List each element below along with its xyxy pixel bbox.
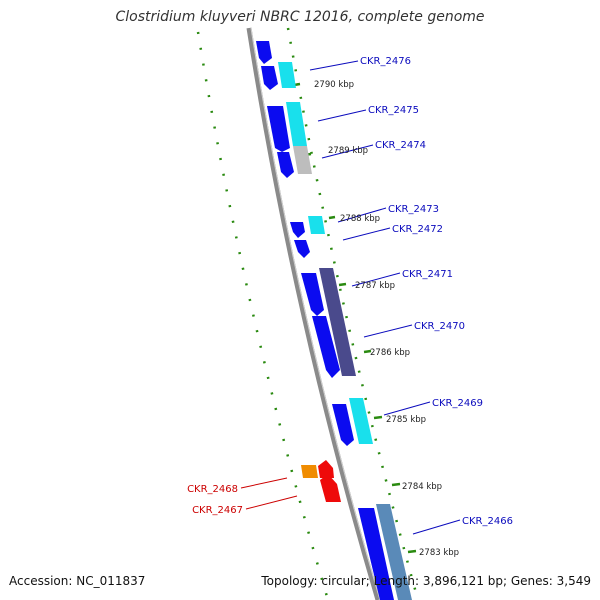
- gene-CKR_2473[interactable]: [290, 222, 305, 238]
- gene-CKR_2476[interactable]: [261, 66, 278, 90]
- cds-track-minus: [301, 460, 341, 502]
- kbp-label: 2789 kbp: [328, 146, 368, 156]
- gene-label[interactable]: CKR_2467: [192, 505, 243, 516]
- gene-CKR_2468[interactable]: [301, 465, 318, 478]
- genome-backbone: [249, 28, 378, 600]
- kbp-label: 2787 kbp: [355, 281, 395, 291]
- genome-map: 2790 kbp 2789 kbp 2788 kbp 2787 kbp 2786…: [0, 0, 600, 600]
- cog-CKR_2473[interactable]: [308, 216, 325, 234]
- gene-labels: CKR_2476 CKR_2475 CKR_2474 CKR_2473 CKR_…: [187, 56, 513, 527]
- gene-label[interactable]: CKR_2473: [388, 204, 439, 215]
- cog-CKR_2474[interactable]: [293, 146, 312, 174]
- gene-label[interactable]: CKR_2476: [360, 56, 411, 67]
- kbp-label: 2790 kbp: [314, 80, 354, 90]
- gene-CKR_2474[interactable]: [277, 152, 294, 178]
- genome-summary: Topology: circular; Length: 3,896,121 bp…: [261, 574, 591, 588]
- kbp-label: 2788 kbp: [340, 214, 380, 224]
- gene-CKR_2467-b[interactable]: [320, 474, 341, 502]
- gene-label[interactable]: CKR_2468: [187, 484, 238, 495]
- kbp-label: 2786 kbp: [370, 348, 410, 358]
- gene-label[interactable]: CKR_2475: [368, 105, 419, 116]
- gene-label[interactable]: CKR_2472: [392, 224, 443, 235]
- cds-track-plus: [256, 41, 394, 600]
- gene-CKR_2472[interactable]: [294, 240, 310, 258]
- cog-CKR_2476[interactable]: [278, 62, 296, 88]
- accession-text: Accession: NC_011837: [9, 574, 145, 588]
- kbp-label: 2784 kbp: [402, 482, 442, 492]
- kbp-label: 2783 kbp: [419, 548, 459, 558]
- kbp-label: 2785 kbp: [386, 415, 426, 425]
- gene-label[interactable]: CKR_2469: [432, 398, 483, 409]
- gene-label[interactable]: CKR_2470: [414, 321, 465, 332]
- gene-label[interactable]: CKR_2474: [375, 140, 426, 151]
- gene-label[interactable]: CKR_2466: [462, 516, 513, 527]
- gene-label[interactable]: CKR_2471: [402, 269, 453, 280]
- cog-CKR_2475[interactable]: [286, 102, 307, 146]
- gene-CKR_2467-a[interactable]: [318, 460, 334, 478]
- gene-CKR_2477[interactable]: [256, 41, 272, 64]
